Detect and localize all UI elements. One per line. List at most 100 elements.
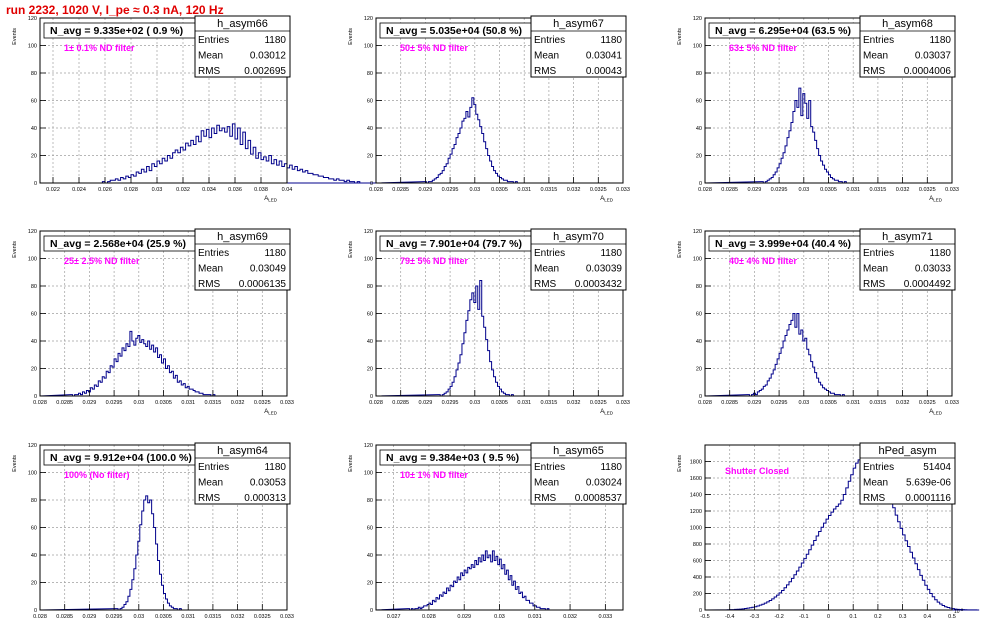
y-tick-label: 0 [370,181,373,187]
x-tick-label: 0.0305 [155,400,172,406]
n-avg-text: N_avg = 6.295e+04 (63.5 %) [715,25,851,37]
x-tick-label: 0 [827,614,830,620]
filter-label: 100% (No filter) [64,470,130,480]
x-tick-label: -0.5 [700,614,709,620]
stats-value: 0.002695 [244,66,286,77]
x-tick-label: 0.03 [133,400,144,406]
x-tick-label: 0.03 [469,187,480,193]
stats-value: 0.03024 [586,478,623,489]
stats-value: 5.639e-06 [906,478,951,489]
x-tick-label: -0.4 [725,614,734,620]
stats-value: 1180 [264,462,286,473]
histogram-line [40,123,394,184]
n-avg-text: N_avg = 7.901e+04 (79.7 %) [386,238,522,250]
y-tick-label: 100 [28,471,37,477]
stats-key: Entries [534,462,565,473]
y-axis-label: Events [12,28,18,45]
x-tick-label: 0.0325 [919,187,936,193]
stats-key: RMS [198,279,221,290]
histogram-panel: 0.028 0.0285 0.029 0.0295 0.03 0.0305 0.031 0.0… [12,442,294,620]
y-tick-label: 20 [367,154,373,160]
y-tick-label: 40 [696,126,702,132]
x-tick-label: 0.0325 [254,400,271,406]
y-tick-label: 1400 [690,493,702,499]
filter-label: 1± 0.1% ND filter [64,43,135,53]
y-tick-label: 120 [693,16,702,22]
x-tick-label: 0.0295 [442,187,459,193]
y-tick-label: 80 [367,498,373,504]
stats-key: RMS [534,279,557,290]
x-tick-label: 0.03 [798,187,809,193]
stats-key: RMS [198,493,221,504]
y-tick-label: 100 [693,257,702,263]
x-axis-label-subscript: LED [933,198,943,203]
n-avg-text: N_avg = 2.568e+04 (25.9 %) [50,238,186,250]
stats-key: Entries [534,248,565,259]
stats-key: RMS [863,493,886,504]
histogram-panel: 0.028 0.0285 0.029 0.0295 0.03 0.0305 0.031 0.0… [677,228,959,416]
x-axis-exponent: 10-3 [954,607,964,615]
x-tick-label: 0.03 [152,187,163,193]
x-tick-label: 0.033 [945,400,959,406]
x-axis-exponent-base: 10 [954,609,960,615]
stats-value: 0.0003432 [575,279,623,290]
y-axis-label: Events [677,28,683,45]
histogram-line [704,454,980,611]
x-tick-label: 0.034 [202,187,216,193]
stats-value: 0.0001116 [905,493,951,504]
x-tick-label: -0.2 [774,614,783,620]
histogram-line [375,97,623,184]
x-tick-label: 0.0295 [771,400,788,406]
histogram-line [704,87,952,184]
x-tick-label: 0.0315 [204,400,221,406]
stats-key: RMS [198,66,221,77]
stats-title: h_asym70 [553,231,604,243]
x-tick-label: 0.03 [133,614,144,620]
stats-box [859,442,956,505]
y-tick-label: 0 [34,608,37,614]
x-tick-label: 0.028 [698,400,712,406]
stats-box [530,228,627,291]
x-tick-label: 0.0305 [820,400,837,406]
x-tick-label: 0.031 [846,187,860,193]
filter-label: 50± 5% ND filter [400,43,468,53]
stats-value: 0.03053 [250,478,287,489]
n-avg-text: N_avg = 9.384e+03 ( 9.5 %) [386,452,519,464]
histogram-panel: 0.027 0.028 0.029 0.03 0.031 0.032 0.033 0 20 40 6… [348,442,627,620]
y-tick-label: 40 [367,553,373,559]
x-tick-label: 0.0285 [392,400,409,406]
stats-box [194,442,291,505]
y-tick-label: 80 [696,71,702,77]
stats-box [530,442,627,505]
y-tick-label: 20 [31,581,37,587]
stats-title: h_asym67 [553,18,604,30]
y-tick-label: 120 [364,229,373,235]
y-tick-label: 100 [28,257,37,263]
stats-value: 0.000313 [244,493,286,504]
y-tick-label: 100 [364,257,373,263]
y-tick-label: 1800 [690,460,702,466]
x-tick-label: 0.3 [899,614,907,620]
y-axis-label: Events [348,455,354,472]
histogram-panel: 0.028 0.0285 0.029 0.0295 0.03 0.0305 0.031 0.0… [348,15,630,203]
stats-value: 1180 [600,248,622,259]
stats-key: Entries [198,35,229,46]
x-tick-label: 0.0305 [491,400,508,406]
stats-value: 0.03012 [250,51,287,62]
stats-key: Mean [534,51,559,62]
x-tick-label: 0.029 [83,614,97,620]
stats-key: Mean [198,264,223,275]
x-axis-label-subscript: LED [933,411,943,416]
y-tick-label: 100 [693,44,702,50]
x-axis-label-main: A [264,409,268,415]
y-tick-label: 120 [28,443,37,449]
x-axis-label-subscript: LED [604,411,614,416]
y-tick-label: 20 [31,367,37,373]
y-tick-label: 60 [696,99,702,105]
x-tick-label: 0.0325 [590,187,607,193]
histogram-line [375,550,623,611]
stats-value: 1180 [600,35,622,46]
y-tick-label: 600 [693,559,702,565]
x-axis-label-main: A [929,196,933,202]
